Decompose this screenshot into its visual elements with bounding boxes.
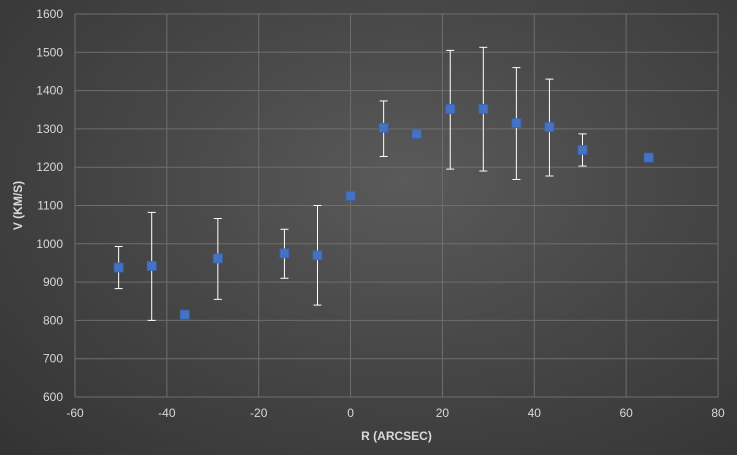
data-point-marker [378,122,389,133]
x-tick-label: 40 [528,406,542,420]
data-point-marker [445,104,456,114]
x-tick-label: 20 [436,406,450,420]
error-bars [114,46,587,321]
y-tick-labels: 600 700 800 900 1000 1100 1200 1300 1400 1500 1600 [36,7,63,404]
data-point-marker [577,145,588,155]
x-tick-label: 80 [711,406,725,420]
x-tick-labels: -60 -40 -20 0 20 40 60 80 [66,406,725,420]
y-tick-label: 900 [43,275,63,289]
y-tick-label: 1200 [36,160,63,174]
data-point-marker [279,248,290,259]
gridlines [74,13,719,398]
y-tick-label: 1000 [36,237,63,251]
y-tick-label: 1600 [36,7,63,21]
x-tick-label: 60 [619,406,633,420]
data-point-marker [179,309,190,320]
y-tick-label: 600 [43,390,63,404]
x-axis-title: R (ARCSEC) [361,429,432,443]
x-tick-label: -20 [250,406,268,420]
data-point-marker [345,191,356,201]
y-axis-title: V (KM/S) [11,181,25,230]
x-tick-label: -60 [66,406,84,420]
data-point-marker [544,122,555,132]
y-tick-label: 1100 [37,199,63,213]
data-point-marker [478,104,489,114]
data-point-marker [411,128,422,139]
data-point-marker [212,253,223,264]
y-tick-label: 700 [43,352,63,366]
data-point-marker [146,261,157,271]
data-point-marker [643,152,654,163]
y-tick-label: 1500 [36,45,63,59]
y-tick-label: 1300 [36,122,63,136]
y-tick-label: 1400 [36,84,63,98]
data-point-marker [312,250,323,261]
data-point-marker [511,118,522,129]
data-points [113,104,654,320]
data-point-marker [113,262,124,273]
x-tick-label: -40 [158,406,176,420]
x-tick-label: 0 [347,406,354,420]
y-tick-label: 800 [43,313,63,327]
